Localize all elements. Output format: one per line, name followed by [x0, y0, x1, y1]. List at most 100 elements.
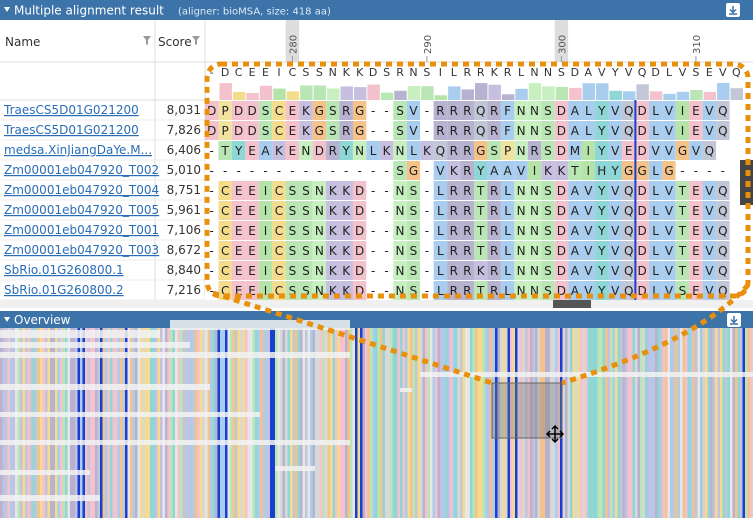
consensus-residue: S — [316, 66, 323, 79]
ruler-label: 280 — [288, 35, 299, 54]
residue: E — [692, 124, 700, 138]
overview-stripe — [730, 328, 733, 518]
sequence-name[interactable]: Zm00001eb047920_T003 — [4, 243, 159, 257]
consensus-residue: A — [585, 66, 593, 79]
residue: L — [504, 204, 511, 218]
sequence-score: 7,216 — [167, 283, 201, 297]
consensus-residue: S — [692, 66, 699, 79]
residue: E — [692, 204, 700, 218]
consensus-residue: V — [598, 66, 606, 79]
viewport-rect[interactable] — [492, 383, 562, 438]
residue: - — [384, 124, 388, 138]
residue: C — [275, 104, 283, 118]
overview-stripe — [603, 328, 606, 518]
residue: S — [289, 204, 297, 218]
residue: S — [396, 164, 404, 178]
residue: Y — [597, 144, 606, 158]
overview-stripe — [683, 328, 686, 518]
residue: D — [355, 244, 364, 258]
residue: N — [396, 244, 405, 258]
overview-stripe — [375, 328, 378, 518]
overview-stripe — [710, 328, 713, 518]
overview-stripe — [565, 328, 568, 518]
conservation-bar — [636, 84, 648, 100]
sequence-score: 8,840 — [167, 263, 201, 277]
residue: N — [517, 204, 526, 218]
residue: L — [370, 144, 377, 158]
residue: R — [463, 264, 471, 278]
residue: K — [329, 264, 338, 278]
ruler-label: 290 — [423, 35, 434, 54]
overview-gap — [0, 330, 160, 338]
overview-stripe — [408, 328, 411, 518]
residue: L — [437, 264, 444, 278]
residue: N — [355, 144, 364, 158]
scrollbar[interactable] — [0, 300, 753, 308]
overview-stripe — [693, 328, 696, 518]
residue: D — [638, 204, 647, 218]
residue: Y — [597, 224, 606, 238]
sequence-name[interactable]: Zm00001eb047920_T004 — [4, 183, 159, 197]
overview-stripe — [698, 328, 701, 518]
residue: N — [530, 124, 539, 138]
sequence-name[interactable]: TraesCS5D01G021200 — [3, 103, 139, 117]
sequence-name[interactable]: TraesCS5D01G021200 — [3, 123, 139, 137]
residue: L — [585, 124, 592, 138]
conservation-bar — [367, 85, 379, 100]
residue: V — [409, 104, 418, 118]
overview-stripe — [425, 328, 428, 518]
residue: R — [436, 104, 444, 118]
residue: N — [396, 204, 405, 218]
consensus-residue: Q — [638, 66, 647, 79]
overview-stripe — [743, 328, 746, 518]
sequence-name[interactable]: medsa.XinJiangDaYe.M... — [4, 143, 152, 157]
residue: V — [705, 124, 714, 138]
residue: G — [315, 124, 324, 138]
residue: E — [235, 204, 243, 218]
sequence-score: 7,106 — [167, 223, 201, 237]
residue: V — [611, 224, 620, 238]
residue: - — [425, 264, 429, 278]
residue: R — [450, 244, 458, 258]
residue: A — [571, 124, 580, 138]
residue: - — [721, 164, 725, 178]
residue: R — [329, 144, 337, 158]
residue: - — [371, 104, 375, 118]
conservation-bar — [475, 83, 487, 100]
overview-stripe — [613, 328, 616, 518]
residue: S — [544, 244, 552, 258]
sequence-name[interactable]: Zm00001eb047920_T001 — [4, 223, 159, 237]
overview-stripe — [665, 328, 668, 518]
conservation-bar — [314, 85, 326, 100]
overview-stripe — [700, 328, 703, 518]
residue: T — [221, 144, 230, 158]
residue: - — [358, 164, 362, 178]
residue: L — [652, 164, 659, 178]
residue: N — [315, 244, 324, 258]
overview-stripe — [728, 328, 731, 518]
residue: A — [571, 224, 580, 238]
residue: - — [210, 184, 214, 198]
conservation-bar — [677, 92, 689, 100]
sequence-name[interactable]: SbRio.01G260800.1 — [4, 263, 124, 277]
residue: L — [410, 144, 417, 158]
sequence-name[interactable]: Zm00001eb047920_T005 — [4, 203, 159, 217]
overview-stripe — [378, 328, 381, 518]
residue: F — [504, 104, 511, 118]
column-header — [0, 20, 753, 62]
overview-stripe — [738, 328, 741, 518]
consensus-residue: N — [530, 66, 538, 79]
overview-stripe — [388, 328, 391, 518]
residue: Y — [597, 104, 606, 118]
residue: E — [289, 144, 297, 158]
scroll-thumb[interactable] — [553, 300, 591, 308]
consensus-residue: S — [423, 66, 430, 79]
score-header[interactable]: Score — [158, 35, 192, 49]
residue: E — [235, 244, 243, 258]
conservation-bar — [354, 87, 366, 100]
residue: N — [517, 104, 526, 118]
sequence-name[interactable]: Zm00001eb047920_T002 — [4, 163, 159, 177]
name-header[interactable]: Name — [5, 35, 40, 49]
sequence-name[interactable]: SbRio.01G260800.2 — [4, 283, 124, 297]
residue: S — [329, 124, 337, 138]
